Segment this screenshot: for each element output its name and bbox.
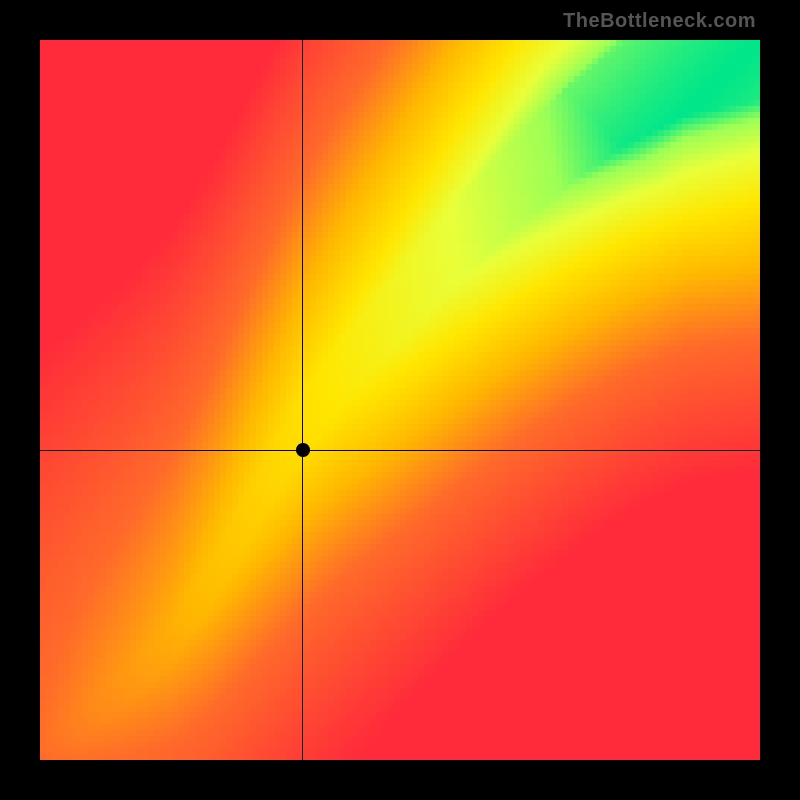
crosshair-vertical — [302, 40, 303, 760]
watermark-text: TheBottleneck.com — [563, 10, 756, 33]
crosshair-horizontal — [40, 450, 760, 451]
heatmap-canvas — [40, 40, 760, 760]
marker-dot — [296, 443, 310, 457]
chart-outer: TheBottleneck.com — [0, 0, 800, 800]
plot-area — [40, 40, 760, 760]
